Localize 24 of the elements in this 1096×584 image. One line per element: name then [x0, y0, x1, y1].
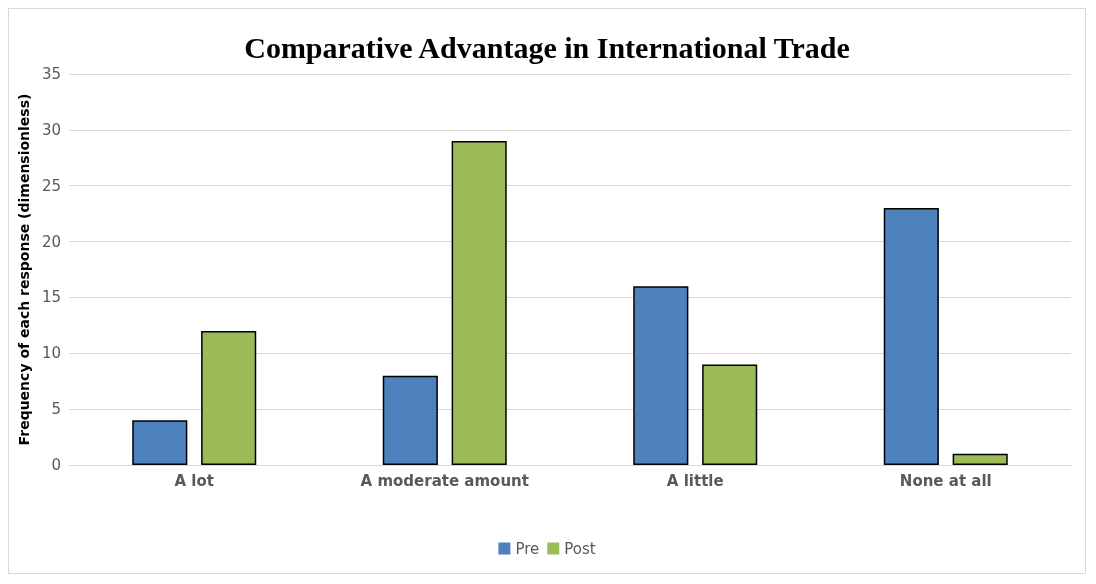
x-tick-label: A little: [666, 471, 724, 490]
y-axis-title: Frequency of each response (dimensionless): [16, 93, 32, 446]
bar: [702, 364, 758, 465]
y-tick-label: 35: [41, 65, 61, 83]
x-tick-label: A moderate amount: [360, 471, 529, 490]
y-tick-label: 30: [41, 120, 61, 139]
bar: [883, 208, 939, 465]
bar: [633, 286, 689, 465]
bar: [952, 453, 1008, 465]
bar: [451, 141, 507, 465]
chart-title: Comparative Advantage in International Trade: [244, 30, 850, 64]
y-tick-label: 25: [41, 176, 61, 195]
y-tick-label: 5: [51, 400, 61, 419]
bar: [132, 420, 188, 465]
y-tick-label: 10: [41, 344, 61, 363]
bar: [201, 330, 257, 465]
bar: [382, 375, 438, 465]
legend-label: Post: [564, 539, 596, 558]
x-tick-label: None at all: [899, 471, 992, 490]
y-tick-label: 20: [41, 232, 61, 251]
y-tick-label: 0: [51, 456, 61, 474]
legend-label: Pre: [515, 539, 540, 558]
y-tick-label: 15: [41, 288, 61, 307]
x-tick-label: A lot: [174, 471, 214, 490]
